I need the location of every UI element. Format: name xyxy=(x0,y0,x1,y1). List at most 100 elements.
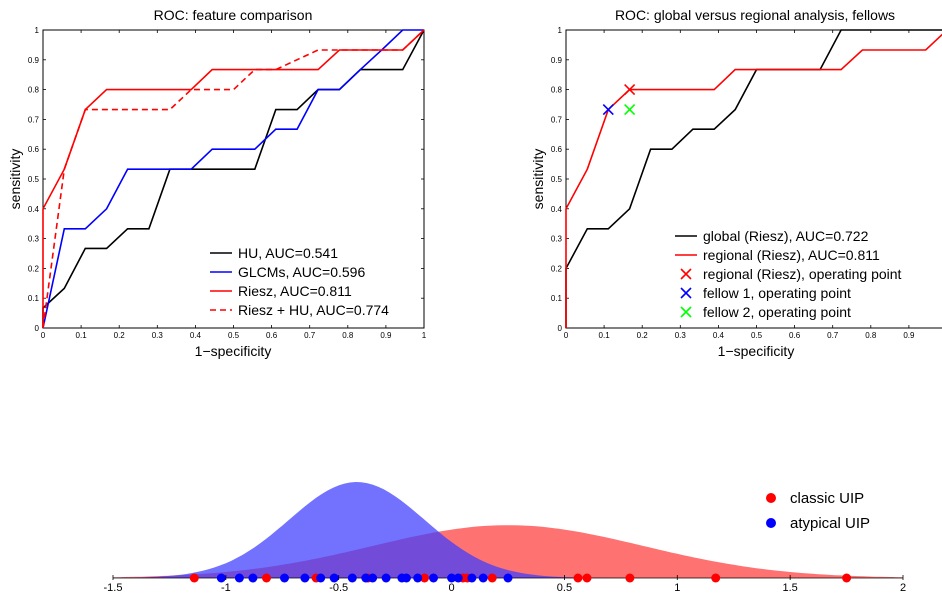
legend-label: Riesz + HU, AUC=0.774 xyxy=(238,302,389,318)
panel1-legend: HU, AUC=0.541 GLCMs, AUC=0.596 Riesz, AUC=… xyxy=(210,245,389,318)
data-point xyxy=(711,573,721,583)
legend-label: Riesz, AUC=0.811 xyxy=(238,283,352,299)
y-tick-label: 1 xyxy=(558,26,563,35)
x-tick-label: 0.9 xyxy=(380,331,392,340)
x-tick-label: 0.5 xyxy=(751,331,763,340)
density-curves xyxy=(113,482,903,578)
x-tick-label: -1.5 xyxy=(104,582,123,594)
legend-label: global (Riesz), AUC=0.722 xyxy=(703,228,869,244)
operating-point-stroke xyxy=(624,104,636,116)
x-tick-label: 0.7 xyxy=(827,331,839,340)
y-tick-label: 0.2 xyxy=(28,264,40,273)
distribution-points xyxy=(189,573,852,583)
panel1-title: ROC: feature comparison xyxy=(154,7,313,23)
data-point xyxy=(189,573,199,583)
data-point xyxy=(503,573,513,583)
series-line-1 xyxy=(565,33,942,328)
data-point xyxy=(234,573,244,583)
x-tick-label: 0.6 xyxy=(266,331,278,340)
legend-label: fellow 2, operating point xyxy=(703,304,851,320)
panel2-xlabel: 1−specificity xyxy=(718,343,795,359)
y-tick-label: 0.5 xyxy=(551,175,563,184)
x-tick-label: 0.3 xyxy=(152,331,164,340)
y-tick-label: 0.2 xyxy=(551,264,563,273)
y-tick-label: 1 xyxy=(35,26,40,35)
y-tick-label: 0.8 xyxy=(28,86,40,95)
x-tick-label: 0.2 xyxy=(114,331,126,340)
panel2-series xyxy=(565,29,942,328)
x-tick-label: 0.1 xyxy=(599,331,611,340)
y-tick-label: 0.1 xyxy=(551,294,563,303)
data-point xyxy=(573,573,583,583)
data-point xyxy=(316,573,326,583)
panel2-ticks: 0 0.1 0.2 0.3 0.4 0.5 0.6 0.7 0.8 0.9 0 0.1 0.2 0.3 0.… xyxy=(551,26,915,340)
y-tick-label: 0.9 xyxy=(551,56,563,65)
legend-entry-0: HU, AUC=0.541 xyxy=(210,245,338,261)
y-tick-label: 0.3 xyxy=(28,235,40,244)
legend-x-swatch xyxy=(680,287,692,299)
data-point xyxy=(467,573,477,583)
y-tick-label: 0.4 xyxy=(551,205,563,214)
legend-label: atypical UIP xyxy=(790,515,870,532)
distribution-panel: -1.5 -1 -0.5 0 0.5 1 1.5 2 classic UIP atypical … xyxy=(104,482,906,594)
data-point xyxy=(368,573,378,583)
panel1-ylabel: sensitivity xyxy=(7,149,23,210)
x-tick-label: 0 xyxy=(564,331,569,340)
y-tick-label: 0.4 xyxy=(28,205,40,214)
x-tick-label: 0 xyxy=(41,331,46,340)
x-tick-label: 0.4 xyxy=(190,331,202,340)
x-tick-label: -1 xyxy=(221,582,231,594)
data-point xyxy=(248,573,258,583)
data-point xyxy=(420,573,429,583)
y-tick-label: 0.6 xyxy=(551,145,563,154)
data-point xyxy=(478,573,488,583)
y-tick-label: 0.9 xyxy=(28,56,40,65)
panel2-ylabel: sensitivity xyxy=(530,149,546,210)
data-point xyxy=(842,573,852,583)
x-tick-label: 1.5 xyxy=(782,582,797,594)
data-point xyxy=(401,573,411,583)
roc-global-vs-regional-panel: ROC: global versus regional analysis, fe… xyxy=(530,7,942,359)
legend-marker xyxy=(766,518,776,528)
panel1-plot-area xyxy=(42,29,425,329)
legend-label: GLCMs, AUC=0.596 xyxy=(238,264,365,280)
operating-point-0 xyxy=(624,84,636,96)
legend-entry-0: classic UIP xyxy=(766,490,864,507)
data-point xyxy=(329,573,339,583)
x-tick-label: 0.5 xyxy=(557,582,572,594)
legend-label: HU, AUC=0.541 xyxy=(238,245,338,261)
y-tick-label: 0.8 xyxy=(551,86,563,95)
x-tick-label: 0 xyxy=(449,582,455,594)
x-tick-label: 1 xyxy=(422,331,427,340)
data-point xyxy=(413,573,423,583)
data-point xyxy=(216,573,226,583)
legend-x-swatch xyxy=(680,268,692,280)
series-line-1 xyxy=(42,29,424,329)
y-tick-label: 0 xyxy=(558,324,563,333)
data-point xyxy=(361,573,371,583)
legend-entry-0: global (Riesz), AUC=0.722 xyxy=(675,228,869,244)
data-point xyxy=(453,573,463,583)
legend-entry-4: fellow 2, operating point xyxy=(680,304,851,320)
data-point xyxy=(347,573,357,583)
legend-entry-1: atypical UIP xyxy=(766,515,870,532)
x-tick-label: 0.9 xyxy=(903,331,915,340)
series-line-3 xyxy=(42,29,425,329)
panel1-series xyxy=(42,29,425,329)
y-tick-label: 0.3 xyxy=(551,235,563,244)
panel1-ticks: 0 0.1 0.2 0.3 0.4 0.5 0.6 0.7 0.8 0.9 1 0 0.1 0.2 0.3 0… xyxy=(28,26,427,340)
operating-point-stroke xyxy=(602,104,614,116)
y-tick-label: 0.5 xyxy=(28,175,40,184)
panel2-title: ROC: global versus regional analysis, fe… xyxy=(615,7,895,23)
legend-label: fellow 1, operating point xyxy=(703,285,851,301)
x-tick-label: 0.6 xyxy=(789,331,801,340)
legend-marker xyxy=(766,493,776,503)
x-tick-label: 0.8 xyxy=(342,331,354,340)
data-point xyxy=(447,573,457,583)
legend-entry-3: Riesz + HU, AUC=0.774 xyxy=(210,302,389,318)
data-point xyxy=(487,573,497,583)
roc-feature-comparison-panel: ROC: feature comparison 0 0.1 0.2 0.3 0.4 0.5… xyxy=(7,7,427,359)
x-tick-label: 0.5 xyxy=(228,331,240,340)
x-tick-label: 0.8 xyxy=(865,331,877,340)
